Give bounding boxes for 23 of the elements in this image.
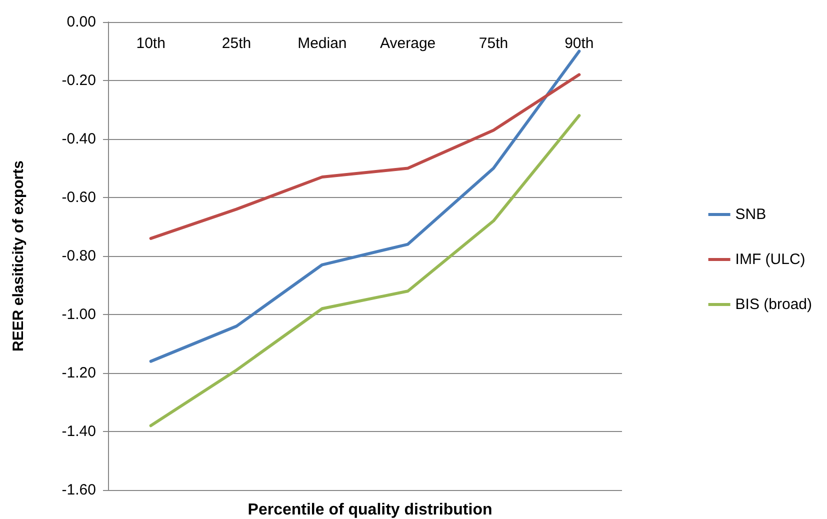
y-tick-label: -0.40 bbox=[62, 130, 96, 148]
x-tick-label: 25th bbox=[222, 35, 252, 52]
y-tick-label: -1.40 bbox=[62, 423, 96, 440]
x-tick-label: 75th bbox=[478, 35, 508, 52]
y-tick-label: 0.00 bbox=[66, 14, 96, 30]
y-axis-title: REER elasiticity of exports bbox=[10, 160, 27, 352]
x-tick-label: 10th bbox=[136, 35, 166, 52]
y-tick-label: -0.20 bbox=[62, 72, 96, 89]
x-tick-label: 90th bbox=[564, 35, 594, 52]
y-tick-label: -1.20 bbox=[62, 364, 96, 382]
x-axis-title: Percentile of quality distribution bbox=[248, 502, 492, 518]
y-tick-label: -0.60 bbox=[62, 189, 96, 206]
line-series bbox=[149, 73, 581, 240]
x-tick-label: Median bbox=[298, 35, 347, 52]
y-tick-label: -1.00 bbox=[62, 306, 96, 323]
legend-label: IMF (ULC) bbox=[735, 251, 806, 268]
legend-label: SNB bbox=[735, 206, 766, 223]
line-series bbox=[149, 50, 581, 363]
legend-label: BIS (broad) bbox=[735, 296, 812, 313]
line-series bbox=[149, 114, 581, 428]
x-tick-label: Average bbox=[380, 35, 436, 52]
y-tick-label: -1.60 bbox=[62, 482, 96, 498]
y-tick-label: -0.80 bbox=[62, 248, 96, 264]
